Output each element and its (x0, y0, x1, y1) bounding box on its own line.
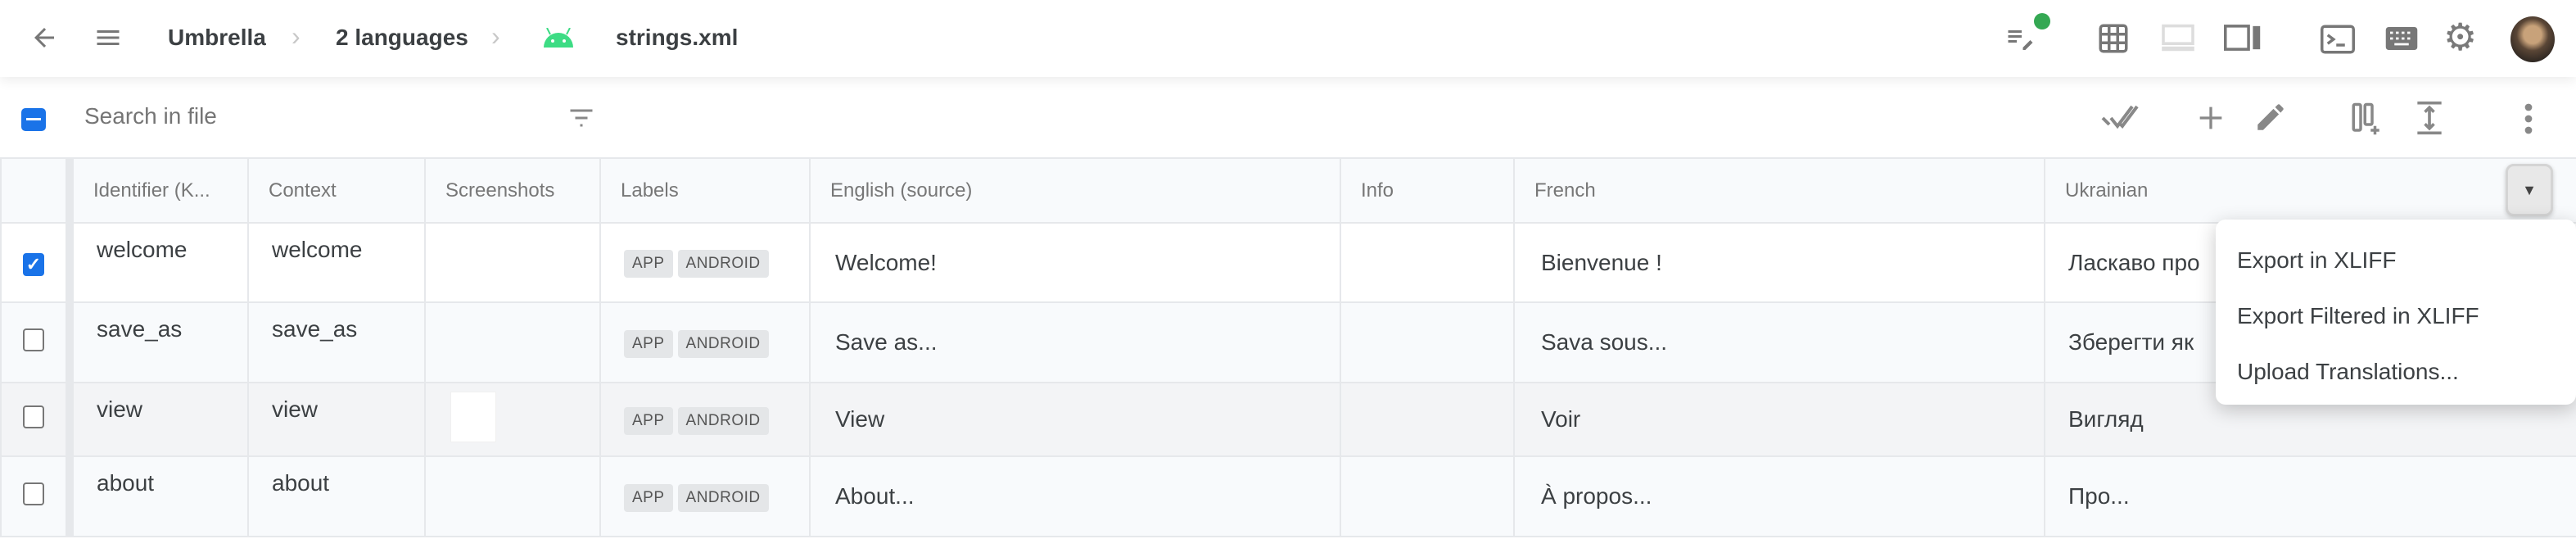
row-checkbox-cell[interactable] (0, 301, 67, 383)
breadcrumb-project[interactable]: Umbrella (168, 25, 266, 50)
french-cell[interactable]: À propos... (1513, 455, 2045, 537)
label-chip[interactable]: ANDROID (677, 329, 769, 358)
english-cell[interactable]: About... (809, 455, 1341, 537)
row-checkbox[interactable] (23, 405, 44, 428)
edit-icon[interactable] (2253, 100, 2288, 134)
row-checkbox[interactable] (23, 482, 44, 505)
screenshots-cell[interactable] (424, 222, 601, 303)
row-checkbox-cell[interactable] (0, 382, 67, 457)
column-header-english[interactable]: English (source) (809, 157, 1341, 224)
info-cell[interactable] (1340, 455, 1515, 537)
label-chip[interactable]: ANDROID (677, 406, 769, 435)
column-header-info[interactable]: Info (1340, 157, 1515, 224)
screenshots-cell[interactable] (424, 455, 601, 537)
context-cell[interactable]: view (247, 382, 426, 457)
screenshots-cell[interactable] (424, 382, 601, 457)
context-cell[interactable]: about (247, 455, 426, 537)
context-cell[interactable]: welcome (247, 222, 426, 303)
row-checkbox[interactable] (23, 328, 44, 351)
identifier-cell[interactable]: view (72, 382, 249, 457)
row-checkbox[interactable]: ✓ (23, 252, 44, 276)
android-icon (544, 28, 573, 48)
labels-cell[interactable]: APP ANDROID (599, 301, 811, 383)
labels-cell[interactable]: APP ANDROID (599, 455, 811, 537)
info-cell[interactable] (1340, 382, 1515, 457)
table-row[interactable]: view view APP ANDROID View Voir Вигляд (0, 382, 2576, 457)
breadcrumb-languages[interactable]: 2 languages (336, 25, 468, 50)
toolbar (0, 82, 2576, 157)
notes-edit-icon[interactable] (2003, 23, 2036, 52)
identifier-cell[interactable]: about (72, 455, 249, 537)
column-divider (66, 222, 74, 303)
chevron-right-icon: › (291, 21, 301, 51)
column-header-french[interactable]: French (1513, 157, 2045, 224)
gear-icon[interactable]: ⚙ (2443, 16, 2478, 58)
context-cell[interactable]: save_as (247, 301, 426, 383)
back-arrow-icon[interactable] (28, 23, 61, 52)
filter-icon[interactable] (565, 103, 598, 133)
expand-rows-icon[interactable] (2416, 100, 2443, 136)
column-divider (66, 301, 74, 383)
column-divider (66, 455, 74, 537)
label-chip[interactable]: APP (624, 329, 673, 358)
french-cell[interactable]: Voir (1513, 382, 2045, 457)
label-chip[interactable]: APP (624, 406, 673, 435)
more-icon[interactable] (2519, 102, 2538, 136)
chevron-right-icon: › (491, 21, 500, 51)
status-dot (2034, 13, 2050, 29)
english-cell[interactable]: Save as... (809, 301, 1341, 383)
column-header-labels[interactable]: Labels (599, 157, 811, 224)
menu-item-export-filtered-xliff[interactable]: Export Filtered in XLIFF (2237, 303, 2479, 328)
breadcrumb-file[interactable]: strings.xml (616, 25, 739, 50)
identifier-cell[interactable]: welcome (72, 222, 249, 303)
keyboard-icon[interactable] (2384, 25, 2419, 52)
labels-cell[interactable]: APP ANDROID (599, 222, 811, 303)
column-divider (66, 382, 74, 457)
identifier-cell[interactable]: save_as (72, 301, 249, 383)
header-select (0, 157, 67, 224)
info-cell[interactable] (1340, 301, 1515, 383)
column-divider (66, 157, 74, 224)
add-icon[interactable] (2194, 102, 2227, 134)
caret-down-icon: ▼ (2522, 182, 2537, 198)
column-header-context[interactable]: Context (247, 157, 426, 224)
column-options-menu: Export in XLIFF Export Filtered in XLIFF… (2216, 220, 2576, 405)
label-chip[interactable]: APP (624, 483, 673, 512)
english-cell[interactable]: Welcome! (809, 222, 1341, 303)
avatar[interactable] (2510, 16, 2555, 62)
column-options-dropdown-button[interactable]: ▼ (2506, 164, 2553, 216)
table-row[interactable]: about about APP ANDROID About... À propos... П… (0, 455, 2576, 537)
french-cell[interactable]: Bienvenue ! (1513, 222, 2045, 303)
screenshots-cell[interactable] (424, 301, 601, 383)
info-cell[interactable] (1340, 222, 1515, 303)
screenshot-thumbnail[interactable] (450, 392, 496, 442)
french-cell[interactable]: Sava sous... (1513, 301, 2045, 383)
row-checkbox-cell[interactable]: ✓ (0, 222, 67, 303)
menu-item-export-xliff[interactable]: Export in XLIFF (2237, 247, 2397, 273)
label-chip[interactable]: ANDROID (677, 483, 769, 512)
search-input[interactable] (84, 103, 543, 129)
table-row[interactable]: ✓ welcome welcome APP ANDROID Welcome! Bienven… (0, 222, 2576, 303)
terminal-icon[interactable] (2321, 25, 2355, 54)
table-row[interactable]: save_as save_as APP ANDROID Save as... Sava s… (0, 301, 2576, 383)
bottom-panel-icon[interactable] (2160, 23, 2196, 52)
grid-icon[interactable] (2096, 21, 2131, 56)
side-panel-icon[interactable] (2224, 23, 2262, 52)
column-header-screenshots[interactable]: Screenshots (424, 157, 601, 224)
column-header-ukrainian[interactable]: Ukrainian (2044, 157, 2576, 224)
add-column-icon[interactable] (2350, 102, 2383, 136)
menu-item-upload-translations[interactable]: Upload Translations... (2237, 359, 2459, 384)
select-all-checkbox[interactable] (21, 108, 46, 131)
menu-icon[interactable] (92, 23, 124, 52)
app-header: Umbrella › 2 languages › strings.xml ⚙ (0, 0, 2576, 77)
mark-done-icon[interactable] (2101, 103, 2140, 133)
label-chip[interactable]: ANDROID (677, 250, 769, 278)
strings-table: Identifier (K... Context Screenshots Lab… (0, 157, 2576, 537)
label-chip[interactable]: APP (624, 250, 673, 278)
labels-cell[interactable]: APP ANDROID (599, 382, 811, 457)
row-checkbox-cell[interactable] (0, 455, 67, 537)
column-header-identifier[interactable]: Identifier (K... (72, 157, 249, 224)
ukrainian-cell[interactable]: Про... (2044, 455, 2576, 537)
english-cell[interactable]: View (809, 382, 1341, 457)
